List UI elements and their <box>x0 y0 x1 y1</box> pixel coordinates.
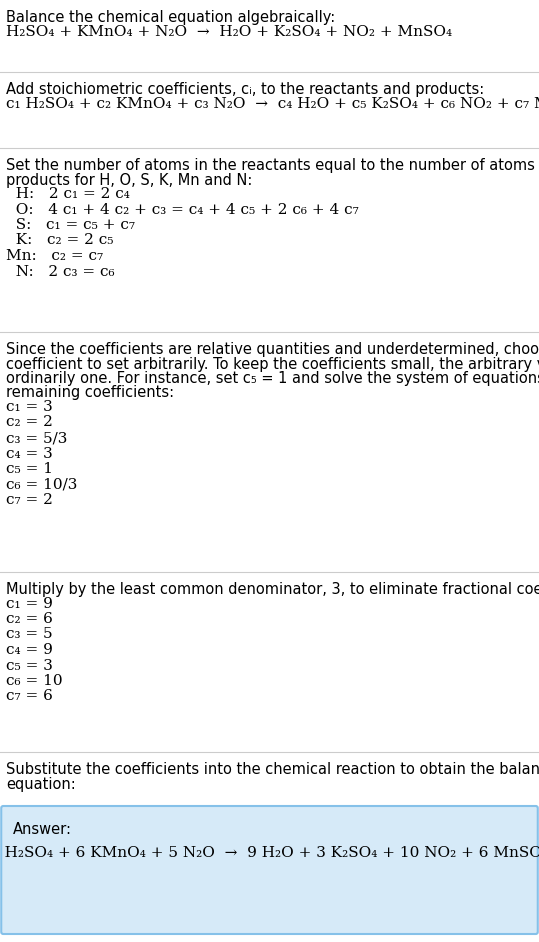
Text: Multiply by the least common denominator, 3, to eliminate fractional coefficient: Multiply by the least common denominator… <box>6 582 539 597</box>
Text: Answer:: Answer: <box>13 822 72 837</box>
Text: c₆ = 10: c₆ = 10 <box>6 674 63 688</box>
Text: c₇ = 2: c₇ = 2 <box>6 493 53 507</box>
Text: c₁ H₂SO₄ + c₂ KMnO₄ + c₃ N₂O  →  c₄ H₂O + c₅ K₂SO₄ + c₆ NO₂ + c₇ MnSO₄: c₁ H₂SO₄ + c₂ KMnO₄ + c₃ N₂O → c₄ H₂O + … <box>6 96 539 110</box>
Text: c₁ = 9: c₁ = 9 <box>6 596 53 610</box>
Text: 9 H₂SO₄ + 6 KMnO₄ + 5 N₂O  →  9 H₂O + 3 K₂SO₄ + 10 NO₂ + 6 MnSO₄: 9 H₂SO₄ + 6 KMnO₄ + 5 N₂O → 9 H₂O + 3 K₂… <box>0 846 539 860</box>
FancyBboxPatch shape <box>1 806 538 934</box>
Text: c₆ = 10/3: c₆ = 10/3 <box>6 478 78 492</box>
Text: c₃ = 5/3: c₃ = 5/3 <box>6 431 68 445</box>
Text: K:   c₂ = 2 c₅: K: c₂ = 2 c₅ <box>6 234 114 248</box>
Text: c₂ = 2: c₂ = 2 <box>6 415 53 430</box>
Text: products for H, O, S, K, Mn and N:: products for H, O, S, K, Mn and N: <box>6 172 253 187</box>
Text: Balance the chemical equation algebraically:: Balance the chemical equation algebraica… <box>6 10 336 25</box>
Text: ordinarily one. For instance, set c₅ = 1 and solve the system of equations for t: ordinarily one. For instance, set c₅ = 1… <box>6 371 539 386</box>
Text: H₂SO₄ + KMnO₄ + N₂O  →  H₂O + K₂SO₄ + NO₂ + MnSO₄: H₂SO₄ + KMnO₄ + N₂O → H₂O + K₂SO₄ + NO₂ … <box>6 24 453 39</box>
Text: c₁ = 3: c₁ = 3 <box>6 400 53 414</box>
Text: equation:: equation: <box>6 776 76 791</box>
Text: c₇ = 6: c₇ = 6 <box>6 690 53 704</box>
Text: c₄ = 9: c₄ = 9 <box>6 643 53 657</box>
Text: Set the number of atoms in the reactants equal to the number of atoms in the: Set the number of atoms in the reactants… <box>6 158 539 173</box>
Text: S:   c₁ = c₅ + c₇: S: c₁ = c₅ + c₇ <box>6 218 135 232</box>
Text: Mn:   c₂ = c₇: Mn: c₂ = c₇ <box>6 249 103 263</box>
Text: c₃ = 5: c₃ = 5 <box>6 627 53 642</box>
Text: remaining coefficients:: remaining coefficients: <box>6 385 175 400</box>
Text: coefficient to set arbitrarily. To keep the coefficients small, the arbitrary va: coefficient to set arbitrarily. To keep … <box>6 356 539 371</box>
Text: c₄ = 3: c₄ = 3 <box>6 447 53 461</box>
Text: Substitute the coefficients into the chemical reaction to obtain the balanced: Substitute the coefficients into the che… <box>6 762 539 777</box>
Text: c₅ = 3: c₅ = 3 <box>6 658 53 673</box>
Text: O:   4 c₁ + 4 c₂ + c₃ = c₄ + 4 c₅ + 2 c₆ + 4 c₇: O: 4 c₁ + 4 c₂ + c₃ = c₄ + 4 c₅ + 2 c₆ +… <box>6 203 359 217</box>
Text: c₂ = 6: c₂ = 6 <box>6 612 53 626</box>
Text: Since the coefficients are relative quantities and underdetermined, choose a: Since the coefficients are relative quan… <box>6 342 539 357</box>
Text: N:   2 c₃ = c₆: N: 2 c₃ = c₆ <box>6 265 115 279</box>
Text: H:   2 c₁ = 2 c₄: H: 2 c₁ = 2 c₄ <box>6 187 130 201</box>
Text: c₅ = 1: c₅ = 1 <box>6 462 53 476</box>
Text: Add stoichiometric coefficients, cᵢ, to the reactants and products:: Add stoichiometric coefficients, cᵢ, to … <box>6 82 485 97</box>
